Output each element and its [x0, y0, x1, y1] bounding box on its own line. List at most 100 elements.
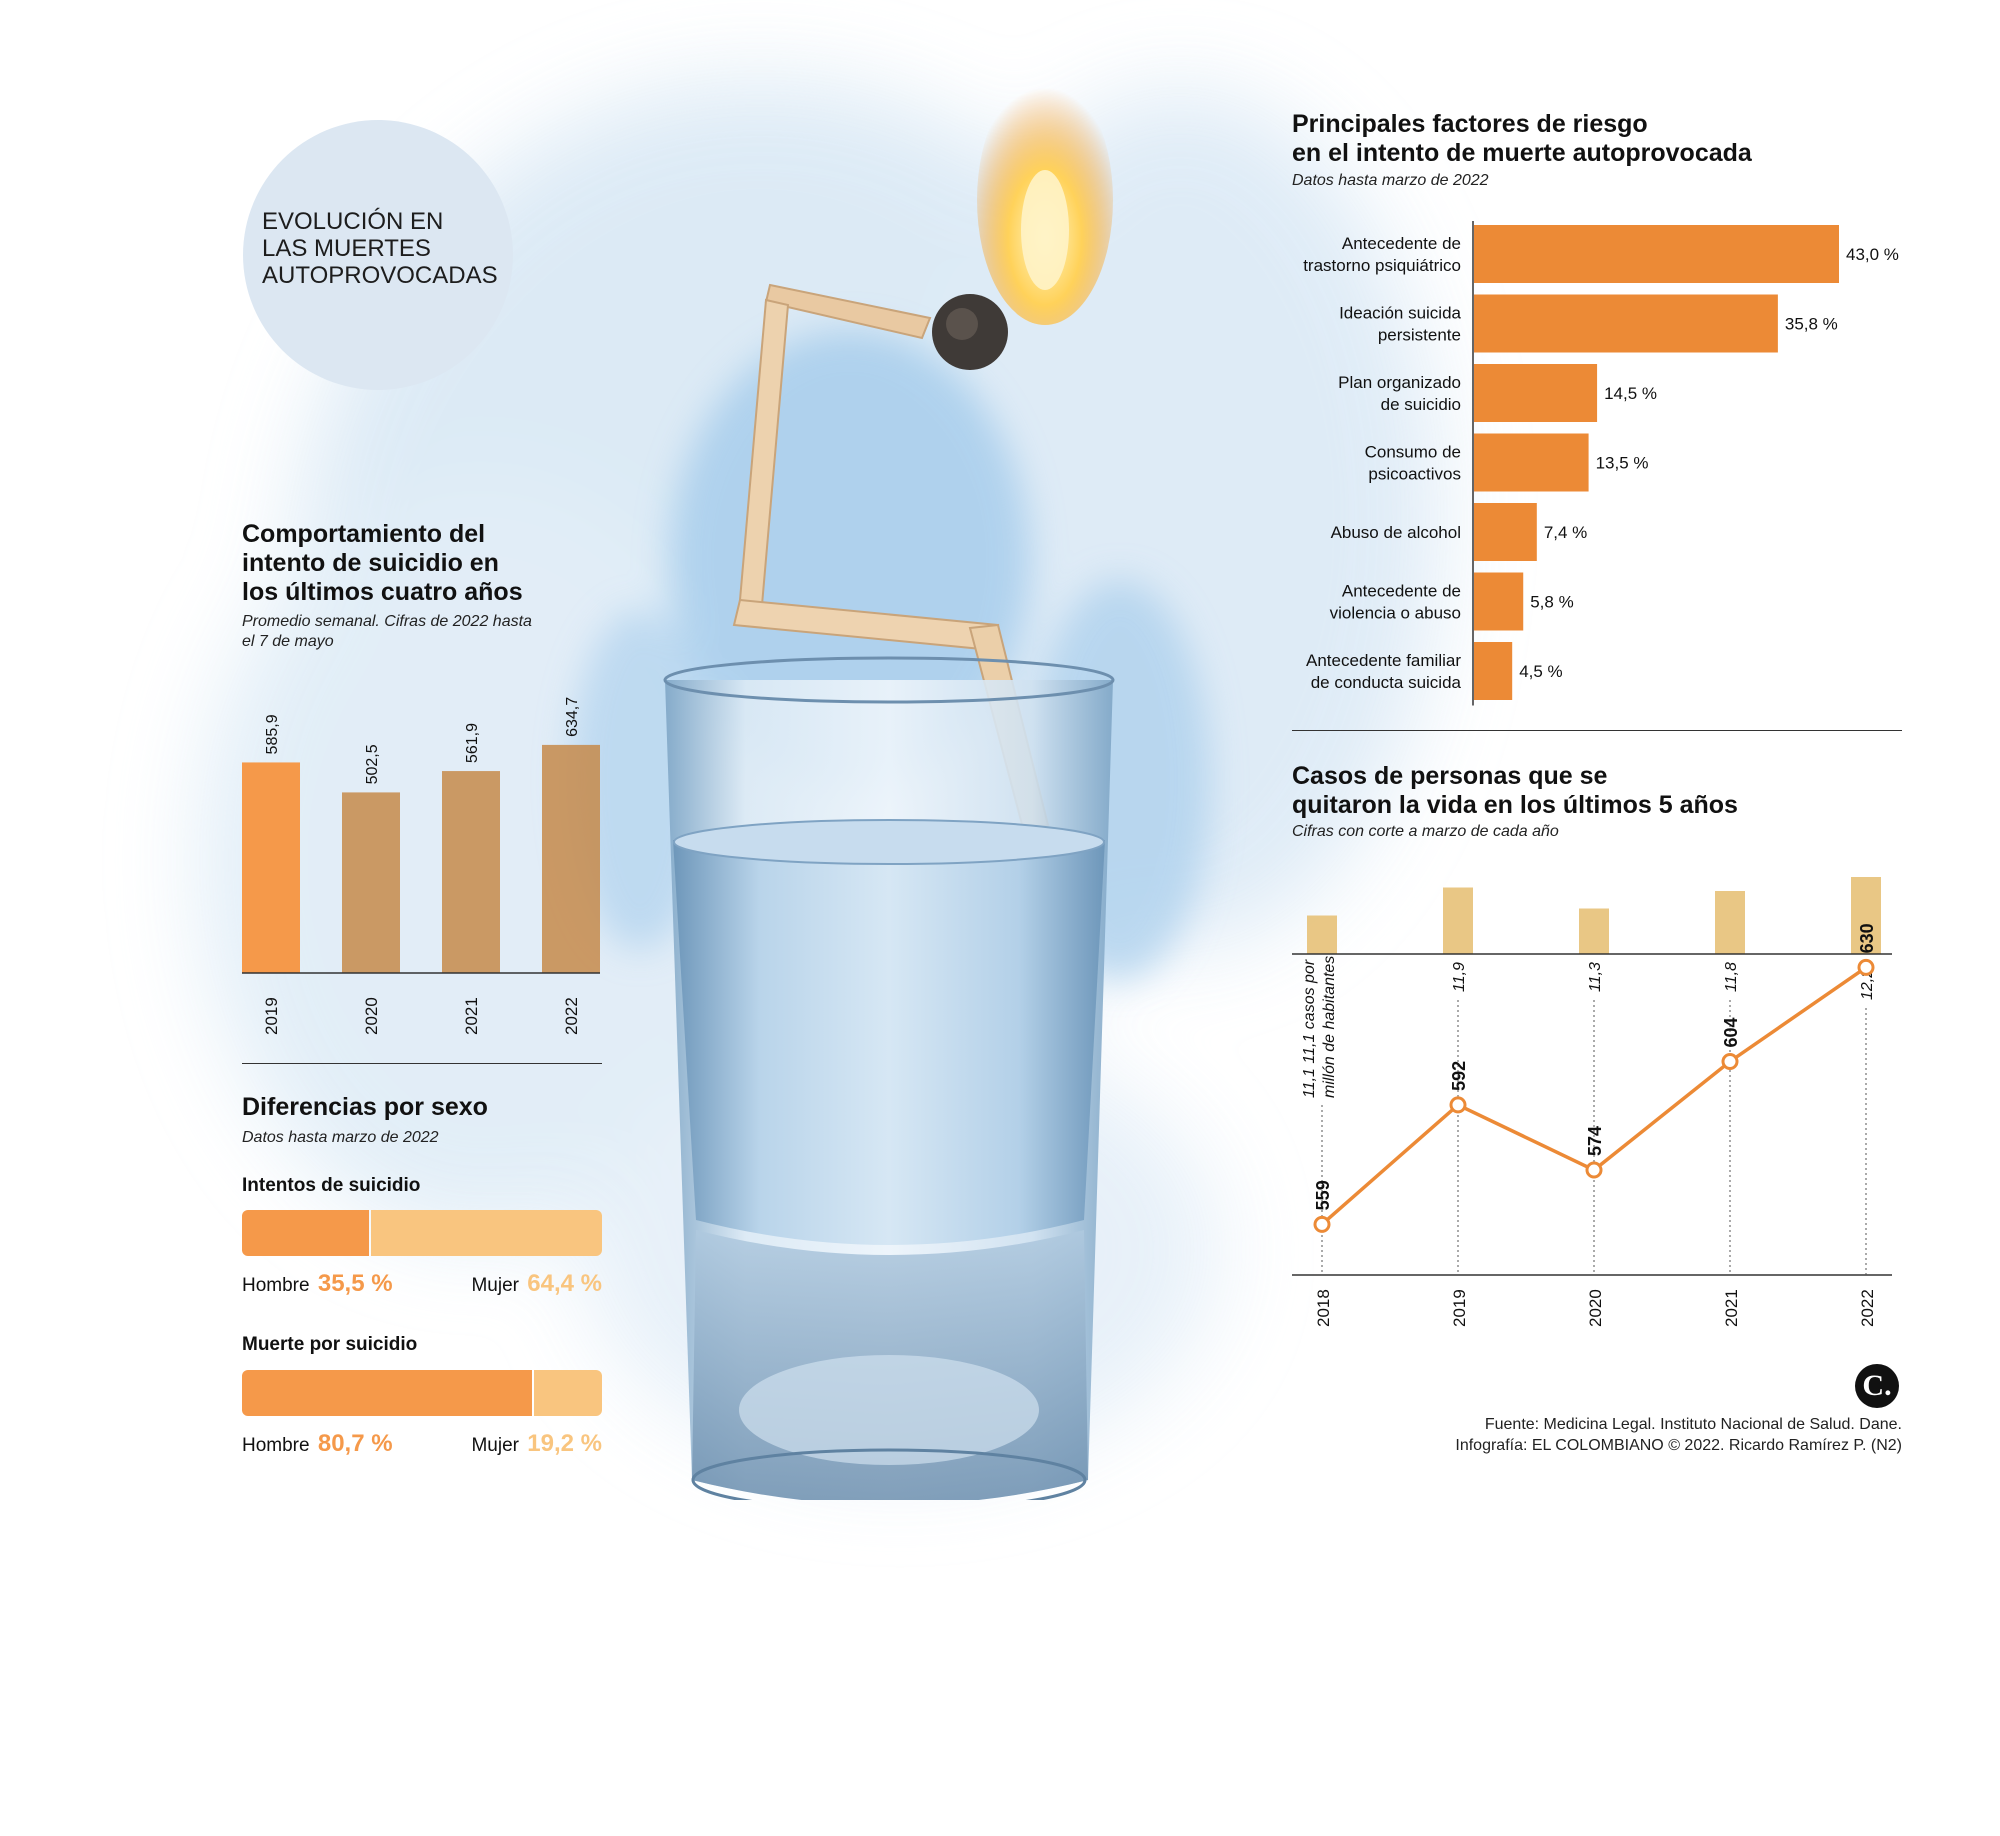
tick-label: 2021	[462, 997, 481, 1035]
data-label: 35,8 %	[1785, 315, 1838, 334]
attempts-title: Comportamiento del intento de suicidio e…	[242, 520, 523, 607]
data-label: 14,5 %	[1604, 384, 1657, 403]
cases-title-line: quitaron la vida en los últimos 5 años	[1292, 791, 1738, 819]
category-label: de suicidio	[1381, 395, 1461, 414]
data-label: 634,7	[564, 697, 581, 737]
category-label: Antecedente familiar	[1306, 651, 1461, 670]
data-label: 592	[1449, 1061, 1469, 1091]
mujer-value: 19,2 %	[527, 1430, 602, 1457]
main-title-line: EVOLUCIÓN EN	[262, 208, 444, 235]
attempts-subtitle: Promedio semanal. Cifras de 2022 hasta e…	[242, 612, 532, 652]
divider	[242, 1063, 602, 1064]
rate-label: 11,1 11,1 casos por	[1301, 959, 1318, 1098]
attempts-title-line: los últimos cuatro años	[242, 578, 523, 606]
main-title: EVOLUCIÓN EN LAS MUERTES AUTOPROVOCADAS	[262, 208, 498, 289]
category-label: Plan organizado	[1338, 373, 1461, 392]
tick-label: 2022	[1858, 1289, 1877, 1327]
attempts-bar-chart: 585,9 2019 502,5 2020 561,9 2021 634,7 2022	[242, 697, 600, 1035]
tick-label: 2022	[562, 997, 581, 1035]
data-point	[1857, 958, 1875, 976]
credit-note: Infografía: EL COLOMBIANO © 2022. Ricard…	[1455, 1437, 1902, 1454]
logo-icon: C.	[1855, 1364, 1899, 1408]
category-label: Abuso de alcohol	[1331, 523, 1461, 542]
attempts-sex-bar	[242, 1210, 602, 1256]
deaths-sex-bar	[242, 1370, 602, 1416]
hombre-value: 80,7 %	[317, 1430, 393, 1457]
data-label: 574	[1585, 1126, 1605, 1156]
rate-bar	[1443, 887, 1473, 954]
risk-subtitle: Datos hasta marzo de 2022	[1292, 172, 1489, 189]
attempts-mujer-segment	[370, 1210, 602, 1256]
data-point	[1313, 1215, 1331, 1233]
data-label: 4,5 %	[1519, 662, 1562, 681]
category-label: de conducta suicida	[1311, 673, 1462, 692]
attempts-sex-label: Intentos de suicidio	[242, 1175, 421, 1196]
risk-bar-chart: 43,0 % Antecedente de trastorno psiquiátri…	[1303, 221, 1899, 706]
risk-title-line: en el intento de muerte autoprovocada	[1292, 139, 1752, 167]
cases-subtitle: Cifras con corte a marzo de cada año	[1292, 823, 1559, 840]
deaths-mujer-legend: Mujer 19,2 %	[471, 1430, 602, 1458]
data-label: 502,5	[364, 744, 381, 784]
tick-label: 2019	[262, 997, 281, 1035]
glass-match-illustration	[663, 80, 1115, 1500]
tick-label: 2020	[362, 997, 381, 1035]
sex-title: Diferencias por sexo	[242, 1093, 488, 1121]
attempts-hombre-legend: Hombre 35,5 %	[242, 1270, 393, 1298]
bar	[1474, 225, 1839, 283]
mujer-value: 64,4 %	[527, 1270, 602, 1297]
rate-bar	[1715, 891, 1745, 954]
data-label: 604	[1721, 1017, 1741, 1047]
rate-label: 11,9	[1451, 962, 1468, 992]
bar	[542, 744, 600, 973]
mujer-label: Mujer	[471, 1275, 519, 1296]
main-title-line: LAS MUERTES	[262, 235, 431, 262]
rate-bar	[1307, 915, 1337, 954]
hombre-value: 35,5 %	[317, 1270, 393, 1297]
bar	[342, 792, 400, 973]
attempts-subtitle-line: Promedio semanal. Cifras de 2022 hasta	[242, 613, 532, 630]
rate-label: 11,3	[1587, 962, 1604, 992]
deaths-mujer-segment	[533, 1370, 602, 1416]
risk-title-line: Principales factores de riesgo	[1292, 110, 1648, 138]
rate-bar	[1579, 908, 1609, 954]
tick-label: 2018	[1314, 1289, 1333, 1327]
sex-subtitle: Datos hasta marzo de 2022	[242, 1129, 439, 1146]
category-label: psicoactivos	[1368, 465, 1461, 484]
data-label: 7,4 %	[1544, 523, 1587, 542]
attempts-title-line: intento de suicidio en	[242, 549, 499, 577]
attempts-title-line: Comportamiento del	[242, 520, 486, 548]
tick-label: 2020	[1586, 1289, 1605, 1327]
hombre-label: Hombre	[242, 1275, 310, 1296]
data-point	[1449, 1096, 1467, 1114]
hombre-label: Hombre	[242, 1435, 310, 1456]
divider	[1292, 730, 1902, 731]
bar	[1474, 572, 1524, 631]
bar	[242, 762, 300, 973]
data-label: 585,9	[264, 714, 281, 754]
data-label: 561,9	[464, 723, 481, 763]
title-circle	[243, 120, 513, 390]
rate-bar	[1851, 877, 1881, 954]
category-label: persistente	[1378, 326, 1461, 345]
data-point	[1721, 1052, 1739, 1070]
attempts-hombre-segment	[242, 1210, 369, 1256]
attempts-subtitle-line: el 7 de mayo	[242, 633, 334, 650]
tick-label: 2021	[1722, 1289, 1741, 1327]
category-label: violencia o abuso	[1330, 604, 1461, 623]
cases-title: Casos de personas que se quitaron la vid…	[1292, 762, 1738, 820]
data-label: 13,5 %	[1596, 454, 1649, 473]
bar	[1474, 503, 1537, 561]
deaths-hombre-legend: Hombre 80,7 %	[242, 1430, 393, 1458]
category-label: Consumo de	[1365, 443, 1461, 462]
risk-title: Principales factores de riesgo en el int…	[1292, 110, 1752, 168]
bar	[1474, 294, 1778, 353]
data-label: 43,0 %	[1846, 245, 1899, 264]
data-label: 559	[1313, 1180, 1333, 1210]
source-note: Fuente: Medicina Legal. Instituto Nacion…	[1484, 1416, 1902, 1433]
bar	[442, 771, 500, 973]
tick-label: 2019	[1450, 1289, 1469, 1327]
main-title-line: AUTOPROVOCADAS	[262, 262, 498, 289]
cases-title-line: Casos de personas que se	[1292, 762, 1608, 790]
bar	[1474, 642, 1513, 700]
data-label: 5,8 %	[1530, 593, 1573, 612]
